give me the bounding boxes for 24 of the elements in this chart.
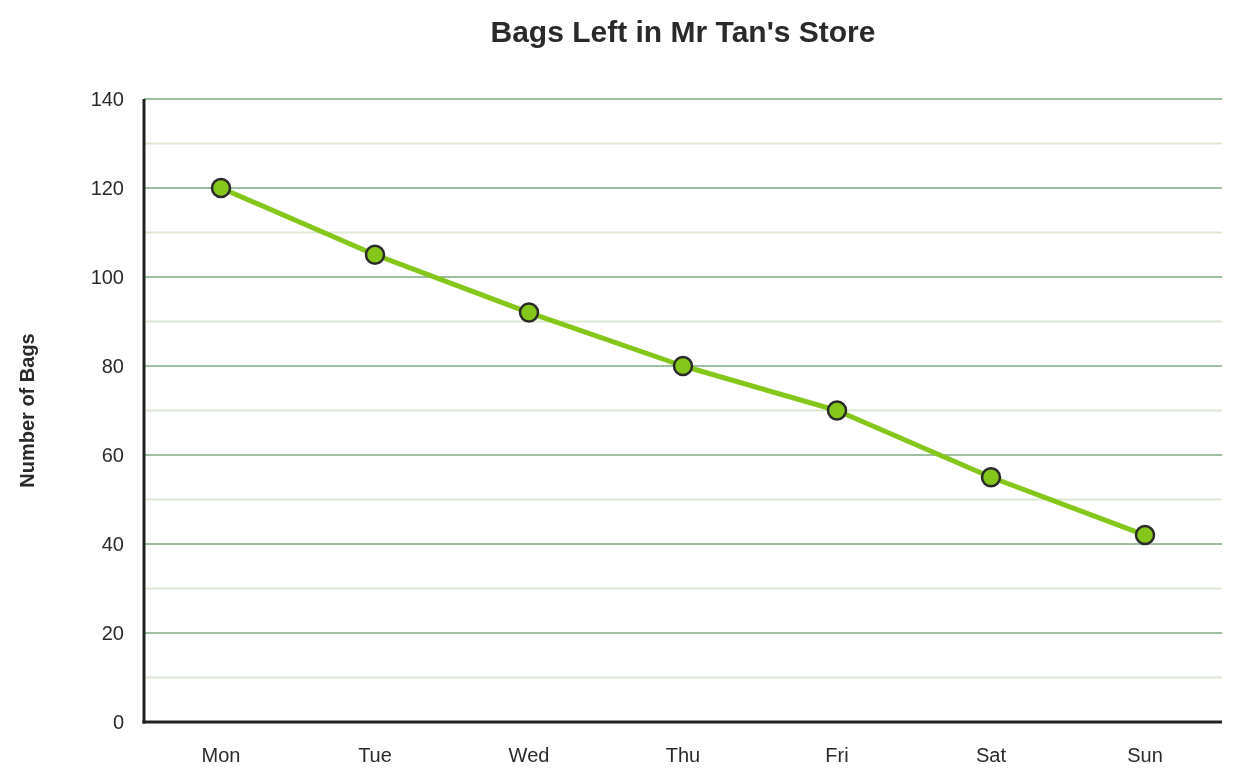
chart-title: Bags Left in Mr Tan's Store <box>490 15 876 48</box>
point <box>518 302 540 323</box>
y-tick-label: 120 <box>90 177 124 199</box>
point <box>210 177 232 199</box>
y-tick-label: 20 <box>101 622 124 644</box>
point <box>826 400 848 421</box>
y-tick-label: 100 <box>90 266 124 288</box>
point <box>980 467 1002 488</box>
y-tick-label: 60 <box>101 444 124 466</box>
x-tick-label: Wed <box>508 744 550 766</box>
y-tick-label: 80 <box>101 355 124 377</box>
x-tick-label: Sun <box>1127 744 1163 766</box>
point <box>1134 524 1156 546</box>
point <box>672 355 694 377</box>
y-tick-label: 0 <box>112 711 124 733</box>
y-axis-title: Number of Bags <box>16 333 38 488</box>
x-tick-label: Sat <box>975 744 1007 766</box>
y-tick-label: 140 <box>90 88 124 110</box>
x-tick-label: Tue <box>358 744 392 766</box>
y-tick-label: 40 <box>101 533 124 555</box>
x-tick-label: Mon <box>201 744 241 766</box>
x-tick-label: Thu <box>665 744 701 766</box>
x-tick-label: Fri <box>825 744 849 766</box>
point <box>364 244 386 265</box>
